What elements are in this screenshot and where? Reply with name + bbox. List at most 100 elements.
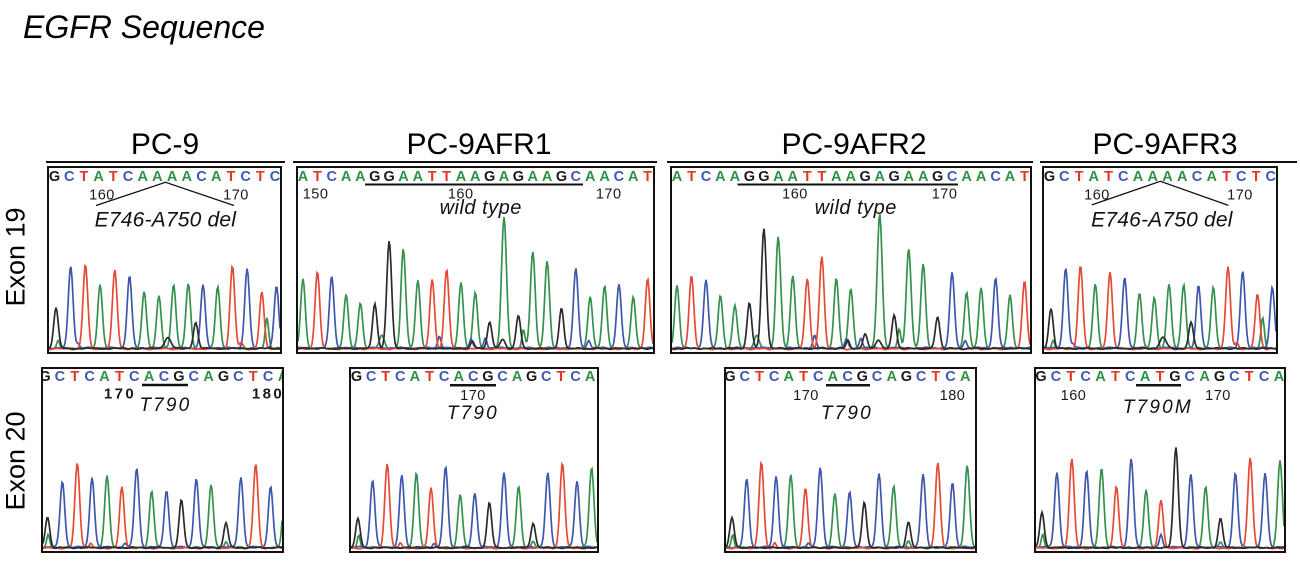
svg-text:C: C — [842, 369, 853, 385]
svg-text:G: G — [484, 169, 495, 185]
svg-text:C: C — [1192, 169, 1203, 185]
svg-text:A: A — [1162, 169, 1173, 185]
svg-text:T: T — [381, 369, 390, 385]
svg-text:A: A — [874, 169, 885, 185]
svg-text:A: A — [773, 169, 784, 185]
svg-text:G: G — [932, 169, 943, 185]
svg-text:E746-A750 del: E746-A750 del — [95, 209, 238, 232]
svg-text:T790: T790 — [447, 403, 499, 424]
svg-text:A: A — [976, 169, 987, 185]
svg-text:T: T — [687, 169, 696, 185]
svg-text:A: A — [585, 169, 596, 185]
svg-text:C: C — [947, 169, 958, 185]
svg-text:A: A — [528, 169, 539, 185]
svg-text:C: C — [270, 169, 280, 185]
svg-text:T: T — [556, 369, 565, 385]
svg-text:A: A — [715, 169, 726, 185]
svg-text:T: T — [799, 369, 808, 385]
svg-text:G: G — [556, 169, 567, 185]
svg-text:T: T — [1075, 169, 1084, 185]
svg-text:A: A — [846, 169, 857, 185]
svg-text:170: 170 — [596, 187, 622, 203]
svg-text:A: A — [152, 169, 163, 185]
svg-text:A: A — [453, 369, 464, 385]
svg-text:A: A — [203, 369, 214, 385]
svg-text:G: G — [889, 169, 900, 185]
svg-text:C: C — [1229, 369, 1240, 385]
svg-text:G: G — [482, 369, 493, 385]
svg-text:C: C — [439, 369, 450, 385]
svg-text:T: T — [109, 169, 118, 185]
svg-text:C: C — [196, 169, 207, 185]
svg-text:G: G — [901, 369, 912, 385]
svg-text:G: G — [513, 169, 524, 185]
svg-text:170: 170 — [932, 187, 958, 203]
svg-text:C: C — [990, 169, 1001, 185]
svg-text:A: A — [398, 169, 409, 185]
svg-text:A: A — [470, 169, 481, 185]
svg-text:160: 160 — [1061, 388, 1087, 404]
svg-text:A: A — [542, 169, 553, 185]
svg-text:C: C — [233, 369, 244, 385]
svg-text:C: C — [916, 369, 927, 385]
svg-text:C: C — [240, 169, 251, 185]
svg-text:G: G — [43, 369, 51, 385]
svg-text:A: A — [1207, 169, 1218, 185]
svg-text:A: A — [456, 169, 467, 185]
svg-text:A: A — [182, 169, 193, 185]
svg-text:C: C — [1236, 169, 1247, 185]
svg-text:C: C — [769, 369, 780, 385]
svg-text:T: T — [1066, 369, 1075, 385]
svg-text:C: C — [395, 369, 406, 385]
svg-text:C: C — [872, 369, 883, 385]
svg-text:A: A — [903, 169, 914, 185]
svg-text:A: A — [585, 369, 596, 385]
svg-text:T: T — [1111, 369, 1120, 385]
svg-text:170: 170 — [104, 386, 136, 403]
svg-text:G: G — [369, 169, 380, 185]
svg-text:A: A — [628, 169, 639, 185]
svg-text:G: G — [744, 169, 755, 185]
svg-text:T: T — [79, 169, 88, 185]
svg-text:T: T — [1252, 169, 1261, 185]
svg-text:C: C — [1051, 369, 1062, 385]
svg-text:wild type: wild type — [440, 197, 522, 219]
svg-text:T: T — [70, 369, 79, 385]
svg-text:C: C — [159, 369, 170, 385]
svg-text:C: C — [614, 169, 625, 185]
svg-text:A: A — [413, 169, 424, 185]
svg-text:160: 160 — [89, 188, 115, 204]
svg-text:C: C — [1266, 169, 1276, 185]
svg-text:C: C — [497, 369, 508, 385]
svg-text:G: G — [526, 369, 537, 385]
svg-text:C: C — [739, 369, 750, 385]
svg-text:C: C — [55, 369, 66, 385]
svg-text:A: A — [961, 169, 972, 185]
svg-text:C: C — [84, 369, 95, 385]
svg-text:180: 180 — [940, 388, 966, 404]
svg-text:A: A — [1274, 369, 1284, 385]
svg-text:T: T — [428, 169, 437, 185]
svg-text:C: C — [189, 369, 200, 385]
svg-text:G: G — [726, 369, 736, 385]
svg-text:A: A — [341, 169, 352, 185]
svg-text:170: 170 — [1205, 388, 1231, 404]
svg-text:T: T — [755, 369, 764, 385]
svg-text:T: T — [931, 369, 940, 385]
svg-text:C: C — [570, 369, 581, 385]
svg-text:T: T — [442, 169, 451, 185]
svg-text:180: 180 — [252, 386, 282, 403]
svg-text:G: G — [351, 369, 362, 385]
svg-text:T790M: T790M — [1123, 397, 1193, 418]
svg-text:T: T — [817, 169, 826, 185]
svg-text:C: C — [541, 369, 552, 385]
svg-text:G: G — [1044, 169, 1055, 185]
svg-text:G: G — [860, 169, 871, 185]
svg-text:G: G — [857, 369, 868, 385]
svg-text:G: G — [173, 369, 184, 385]
svg-text:T: T — [249, 369, 258, 385]
svg-text:160: 160 — [782, 187, 808, 203]
svg-text:A: A — [831, 169, 842, 185]
svg-text:C: C — [1059, 169, 1070, 185]
svg-text:C: C — [1118, 169, 1129, 185]
